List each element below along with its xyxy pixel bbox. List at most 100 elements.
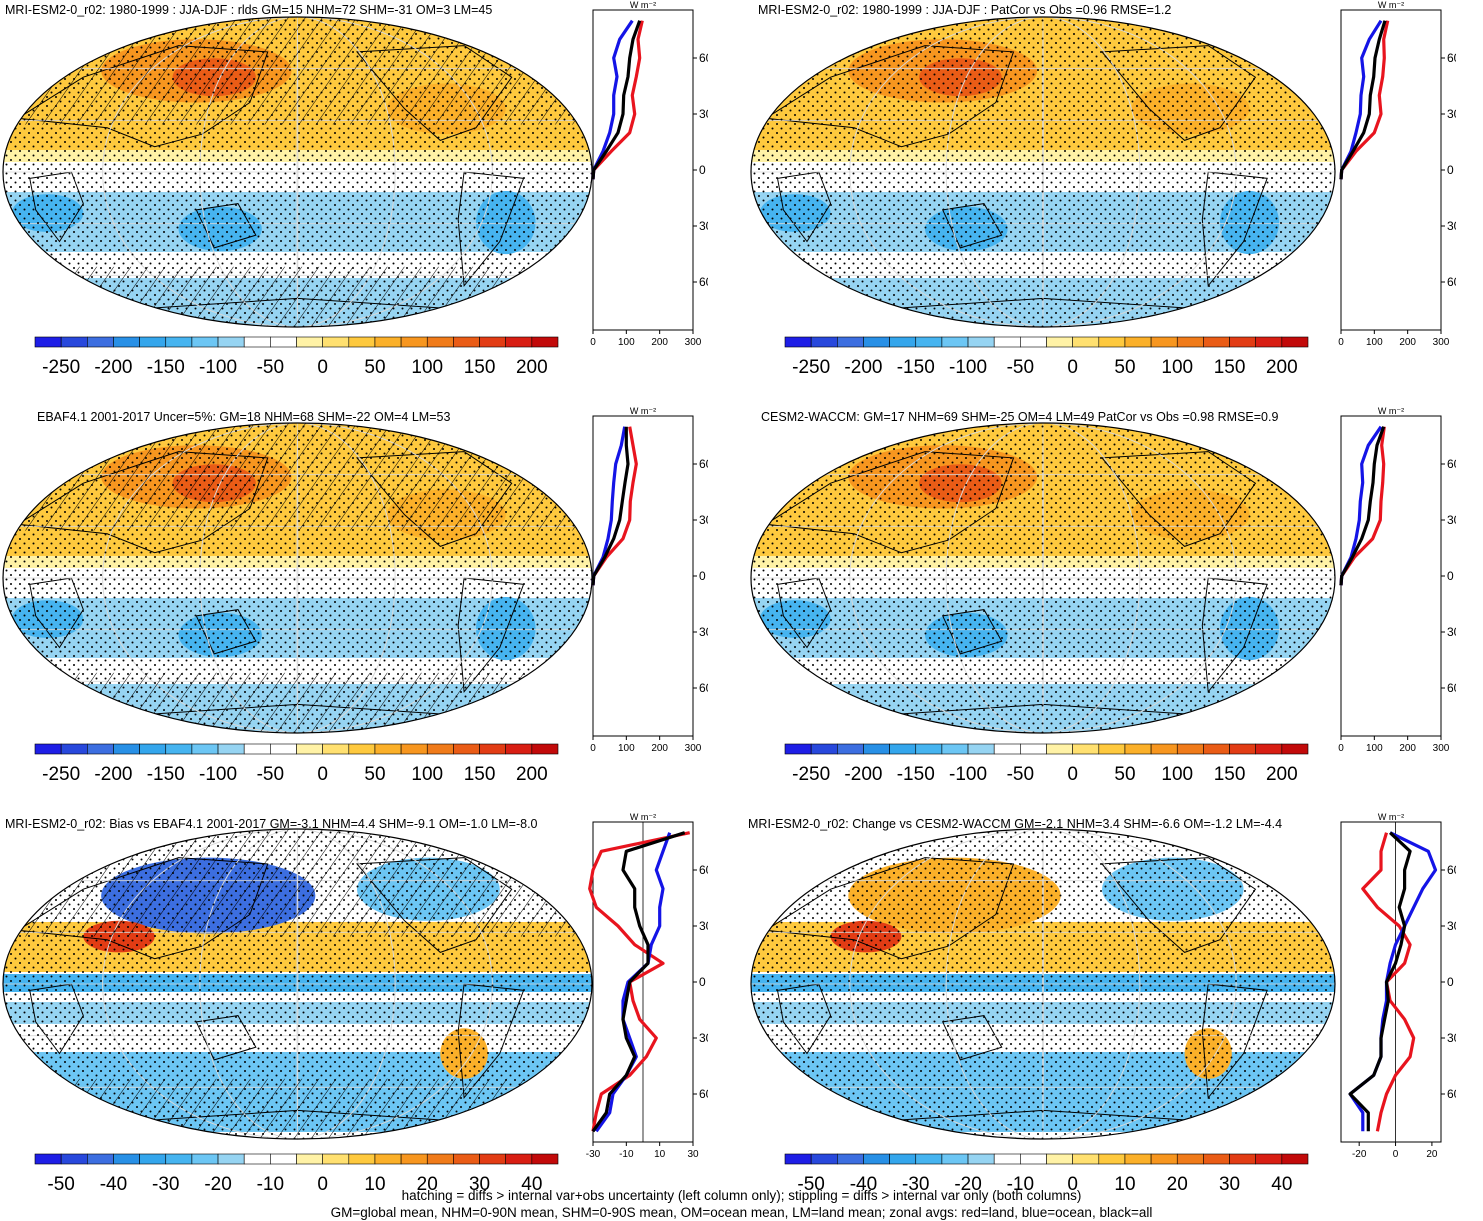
zonal-series-all	[1339, 426, 1386, 586]
colorbar-label: 100	[411, 764, 443, 785]
zonal-plot-4: W m⁻² 60N 30N 0 30S 60S 0 100 200 300	[1338, 406, 1456, 754]
colorbar-5: -50-40-30-20-1001020304050	[34, 1153, 559, 1195]
colorbar-label: -250	[42, 357, 80, 378]
colorbar-swatch	[863, 1153, 890, 1165]
colorbar-label: -100	[199, 764, 237, 785]
colorbar-label: -200	[94, 357, 132, 378]
colorbar-label: 0	[1067, 1174, 1078, 1195]
colorbar-swatch	[889, 1153, 917, 1165]
colorbar-label: -100	[199, 357, 237, 378]
colorbar-label: 200	[1266, 357, 1298, 378]
x-tick-label: -30	[586, 1149, 601, 1160]
x-tick-label: 300	[685, 743, 702, 754]
colorbar-swatch	[531, 1153, 559, 1165]
colorbar-swatch	[1255, 1153, 1283, 1165]
colorbar-swatch	[967, 743, 995, 755]
lat-tick-label: 0	[1447, 569, 1454, 583]
lat-tick-label: 30S	[699, 1031, 708, 1045]
colorbar-label: 10	[364, 1174, 385, 1195]
colorbar-swatch	[296, 1153, 323, 1165]
colorbar-label: -30	[902, 1174, 929, 1195]
x-tick-label: 200	[1399, 337, 1416, 348]
lat-tick-label: 60N	[1447, 457, 1456, 471]
colorbar-label: -50	[257, 764, 284, 785]
map-panel-1	[2, 16, 593, 328]
colorbar-swatch	[113, 743, 140, 755]
zonal-frame	[592, 415, 694, 737]
colorbar-2: -250-200-150-100-50050100150200250	[784, 336, 1309, 378]
colorbar-swatch	[217, 1153, 245, 1165]
colorbar-6: -50-40-30-20-1001020304050	[784, 1153, 1309, 1195]
colorbar-swatch	[1124, 336, 1152, 348]
x-tick-label: 300	[685, 337, 702, 348]
x-tick-label: 10	[654, 1149, 666, 1160]
map-border	[2, 828, 593, 1140]
colorbar-swatch	[296, 336, 323, 348]
panel-title-5: MRI-ESM2-0_r02: Bias vs EBAF4.1 2001-201…	[5, 817, 538, 831]
colorbar-label: -100	[949, 357, 987, 378]
zonal-plot-6: W m⁻² 60N 30N 0 30S 60S -20 0 20	[1340, 812, 1456, 1160]
colorbar-swatch	[1098, 336, 1126, 348]
colorbar-swatch	[1176, 336, 1204, 348]
colorbar-label: -150	[897, 764, 935, 785]
colorbar-label: -150	[147, 764, 185, 785]
hatching	[3, 423, 592, 531]
colorbar-label: -100	[949, 764, 987, 785]
colorbar-swatch	[426, 1153, 454, 1165]
colorbar-swatch	[296, 743, 323, 755]
zonal-plot-5: W m⁻² 60N 30N 0 30S 60S -30 -10 10 30	[586, 812, 708, 1160]
colorbar-swatch	[217, 743, 245, 755]
colorbar-label: 50	[364, 764, 385, 785]
colorbar-label: 150	[464, 764, 496, 785]
zonal-plot-2: W m⁻² 60N 30N 0 30S 60S 0 100 200 300	[1338, 0, 1456, 348]
x-tick-label: 100	[1366, 743, 1383, 754]
colorbar-swatch	[810, 743, 838, 755]
colorbar-label: 50	[1114, 357, 1135, 378]
colorbar-swatch	[191, 743, 219, 755]
x-tick-label: 0	[1338, 337, 1344, 348]
colorbar-swatch	[270, 336, 297, 348]
colorbar-label: -10	[1007, 1174, 1034, 1195]
map-border	[750, 422, 1336, 734]
panel-title-2: MRI-ESM2-0_r02: 1980-1999 : JJA-DJF : Pa…	[758, 3, 1172, 17]
x-tick-label: 0	[590, 743, 596, 754]
colorbar-label: -200	[844, 764, 882, 785]
map-panel-5	[2, 828, 593, 1140]
colorbar-swatch	[1046, 1153, 1073, 1165]
colorbar-swatch	[34, 1153, 62, 1165]
x-tick-label: 0	[1393, 1149, 1399, 1160]
map-panel-4	[750, 422, 1336, 734]
lat-tick-label: 30N	[699, 513, 708, 527]
colorbar-swatch	[139, 743, 167, 755]
colorbar-swatch	[1229, 743, 1256, 755]
lat-tick-label: 60S	[699, 1087, 708, 1101]
colorbar-swatch	[1176, 743, 1204, 755]
colorbar-swatch	[1255, 336, 1283, 348]
colorbar-swatch	[993, 336, 1021, 348]
colorbar-label: -50	[257, 357, 284, 378]
colorbar-swatch	[1124, 1153, 1152, 1165]
colorbar-label: 100	[1161, 764, 1193, 785]
colorbar-label: 10	[1114, 1174, 1135, 1195]
colorbar-swatch	[243, 743, 271, 755]
colorbar-swatch	[322, 743, 350, 755]
colorbar-swatch	[1150, 336, 1178, 348]
colorbar-swatch	[941, 743, 969, 755]
zonal-plot-3: W m⁻² 60N 30N 0 30S 60S 0 100 200 300	[590, 406, 708, 754]
colorbar-swatch	[60, 743, 88, 755]
colorbar-label: 40	[521, 1174, 542, 1195]
colorbar-swatch	[1255, 743, 1283, 755]
colorbar-swatch	[165, 743, 193, 755]
colorbar-swatch	[836, 1153, 864, 1165]
colorbar-swatch	[165, 1153, 193, 1165]
colorbar-swatch	[863, 743, 890, 755]
colorbar-swatch	[113, 336, 140, 348]
colorbar-swatch	[784, 743, 812, 755]
colorbar-swatch	[1098, 743, 1126, 755]
colorbar-label: 0	[317, 1174, 328, 1195]
x-tick-label: 100	[618, 337, 635, 348]
colorbar-swatch	[34, 743, 62, 755]
x-tick-label: 30	[687, 1149, 699, 1160]
zonal-plot-1: W m⁻² 60N 30N 0 30S 60S 0 100 200 300	[590, 0, 708, 348]
lat-tick-label: 30N	[1447, 513, 1456, 527]
